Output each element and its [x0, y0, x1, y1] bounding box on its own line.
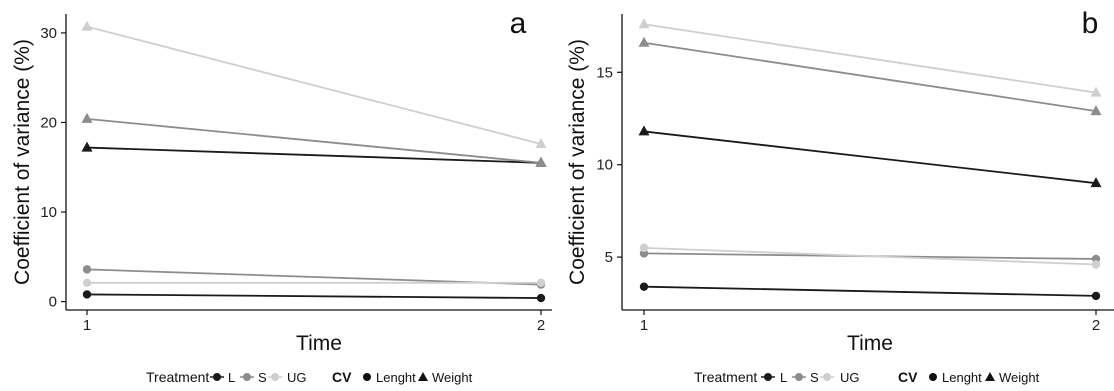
panel-b-y-axis-title: Coefficient of variance (%) [566, 39, 589, 285]
panel-b-x-tick-label-2: 2 [1092, 317, 1100, 334]
panel-a-series-line-l-lenght [86, 293, 542, 299]
panel-b-marker-s-weight-t1 [638, 36, 650, 47]
panel-b-legend: Treatment L S UG CV Lenght Weight [694, 369, 1040, 385]
legend-a-item-L: L [210, 370, 235, 385]
panel-a-marker-s-weight-t2 [535, 156, 547, 167]
panel-b-x-tick-label-1: 1 [640, 317, 648, 334]
panel-b-marker-ug-weight-t1 [638, 18, 650, 29]
panel-b-series-line-ug-weight [643, 23, 1097, 94]
panel-b-x-axis-title: Time [847, 332, 893, 355]
legend-a-weight-label: Weight [432, 370, 473, 385]
legend-a-UG-dot [271, 373, 279, 381]
panel-b-marker-l-weight-t2 [1090, 177, 1102, 188]
panel-a-series-line-l-weight [86, 146, 542, 164]
legend-a-L-dot [213, 373, 221, 381]
panel-a-legend: Treatment L S UG CV Lenght Weight [146, 369, 473, 385]
panel-b-label: b [1082, 7, 1099, 40]
panel-b-marker-l-lenght-t1 [639, 282, 649, 291]
legend-a-cv-title: CV [332, 369, 352, 385]
legend-b-lenght-label: Lenght [942, 370, 982, 385]
panel-a-series-line-s-weight [86, 118, 542, 164]
legend-b-S-dot [795, 373, 803, 381]
panel-a-y-tick-label-0: 0 [49, 294, 57, 311]
panel-a-marker-s-lenght-t1 [82, 265, 92, 274]
legend-b-item-S: S [792, 370, 819, 385]
legend-a-S-label: S [258, 370, 267, 385]
legend-b-weight-marker [985, 372, 995, 381]
legend-b-L-label: L [780, 370, 787, 385]
legend-b-cv-title: CV [898, 369, 918, 385]
panel-a-label: a [510, 7, 527, 40]
panel-a-marker-ug-lenght-t2 [536, 278, 546, 288]
legend-b-S-label: S [810, 370, 819, 385]
legend-b-L-dot [764, 373, 772, 381]
panel-b-marker-ug-lenght-t1 [639, 243, 649, 253]
panel-a-marker-ug-lenght-t1 [82, 278, 92, 288]
panel-a-markers [81, 20, 547, 303]
panel-b: b Time Coefficient of variance (%) 5 10 15… [566, 7, 1114, 355]
legend-a-L-label: L [228, 370, 235, 385]
legend-a-weight-marker [418, 372, 428, 381]
panel-a-marker-l-lenght-t1 [82, 290, 92, 299]
panel-a-y-tick-label-10: 10 [40, 204, 57, 221]
panel-b-y-tick-label-5: 5 [605, 249, 613, 266]
panel-a-y-axis-title: Coefficient of variance (%) [11, 39, 34, 285]
panel-b-marker-l-weight-t1 [638, 125, 650, 136]
panel-a-marker-ug-weight-t1 [81, 20, 93, 31]
panel-a-x-axis-title: Time [296, 332, 342, 355]
panel-a-series-line-ug-weight [86, 25, 542, 145]
panel-b-series-line-l-lenght [643, 285, 1097, 297]
panel-a-y-tick-label-30: 30 [40, 25, 57, 42]
legend-a-item-S: S [240, 370, 267, 385]
panel-b-marker-ug-lenght-t2 [1091, 260, 1101, 269]
legend-a-item-UG: UG [268, 370, 307, 385]
panel-b-series-lines [643, 23, 1097, 297]
legend-b-treatment-title: Treatment [694, 369, 757, 385]
legend-b-lenght-marker [929, 373, 937, 381]
legend-a-lenght-label: Lenght [376, 370, 416, 385]
panel-b-ticks: 5 10 15 1 2 [596, 64, 1100, 334]
panel-a-ticks: 0 10 20 30 1 2 [40, 25, 545, 334]
panel-a-marker-s-weight-t1 [81, 112, 93, 123]
panel-b-y-tick-label-15: 15 [596, 64, 613, 81]
legend-a-treatment-title: Treatment [146, 369, 209, 385]
legend-b-weight-label: Weight [999, 370, 1040, 385]
legend-b-item-UG: UG [820, 370, 860, 385]
panel-a-x-tick-label-2: 2 [537, 317, 545, 334]
panel-b-marker-l-lenght-t2 [1091, 291, 1101, 301]
panel-a-marker-l-weight-t1 [81, 141, 93, 152]
legend-b-item-L: L [761, 370, 787, 385]
panel-a: a Time Coefficient of variance (%) 0 10 20… [11, 7, 552, 355]
legend-a-S-dot [243, 373, 251, 381]
panel-a-x-tick-label-1: 1 [83, 317, 91, 334]
panel-b-series-line-s-weight [643, 41, 1097, 112]
panel-a-marker-ug-weight-t2 [535, 137, 547, 148]
panel-a-marker-l-lenght-t2 [536, 293, 546, 303]
legend-b-UG-label: UG [840, 370, 860, 385]
panel-b-series-line-ug-lenght [643, 246, 1097, 266]
legend-a-UG-label: UG [287, 370, 307, 385]
panel-a-series-lines [86, 25, 542, 299]
panel-a-y-tick-label-20: 20 [40, 114, 57, 131]
panel-b-markers [638, 18, 1102, 301]
legend-a-lenght-marker [363, 373, 371, 381]
panel-b-marker-s-weight-t2 [1090, 105, 1102, 116]
legend-b-UG-dot [823, 373, 831, 381]
panel-b-marker-ug-weight-t2 [1090, 86, 1102, 97]
panel-b-y-tick-label-10: 10 [596, 157, 613, 174]
panel-b-series-line-l-weight [643, 130, 1097, 185]
